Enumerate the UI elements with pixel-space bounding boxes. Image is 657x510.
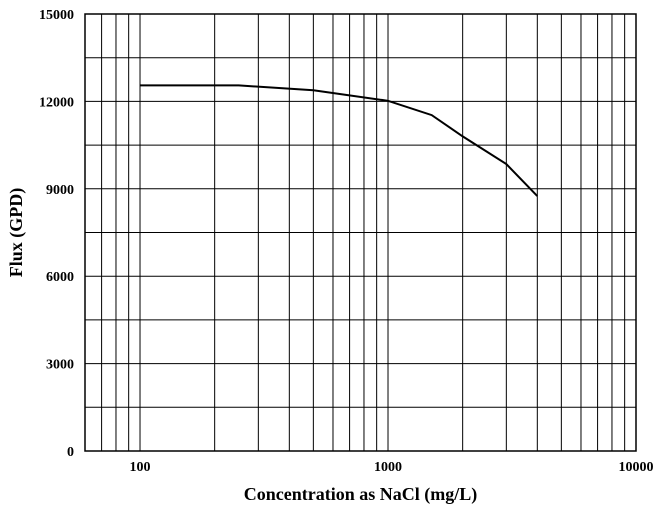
y-tick-label: 15000 (39, 8, 74, 23)
x-tick-labels: 100 1000 10000 (130, 460, 654, 475)
x-tick-label: 10000 (619, 460, 654, 475)
y-axis-title: Flux (GPD) (6, 188, 27, 278)
plot-frame (84, 13, 637, 452)
y-tick-label: 6000 (46, 270, 74, 285)
grid (85, 14, 636, 451)
y-tick-label: 3000 (46, 358, 74, 373)
x-tick-label: 100 (130, 460, 151, 475)
y-tick-label: 0 (67, 445, 74, 460)
series-line (140, 84, 539, 197)
y-tick-label: 12000 (39, 95, 74, 110)
x-tick-label: 1000 (374, 460, 402, 475)
y-tick-labels: 0 3000 6000 9000 12000 15000 (39, 8, 74, 460)
y-tick-label: 9000 (46, 183, 74, 198)
x-axis-title: Concentration as NaCl (mg/L) (244, 484, 477, 505)
